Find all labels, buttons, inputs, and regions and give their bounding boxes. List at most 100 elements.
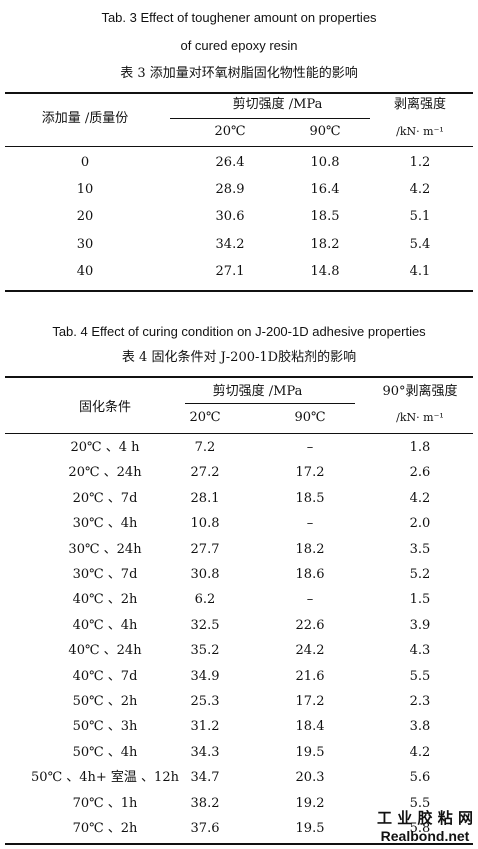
- cell: 5.8: [409, 821, 431, 836]
- cell: 27.2: [190, 465, 220, 481]
- header: /kN· m⁻¹: [396, 411, 444, 424]
- rule: [5, 843, 473, 845]
- cell: 19.5: [295, 821, 325, 836]
- cell: 2.6: [409, 465, 431, 481]
- header: 剪切强度 /MPa: [232, 97, 323, 112]
- cell: 3.8: [409, 719, 431, 735]
- cell: 5.4: [409, 236, 431, 252]
- cell: 17.2: [295, 694, 325, 709]
- cell: 30: [76, 236, 94, 252]
- cell: 4.2: [409, 490, 431, 506]
- cell: 34.7: [190, 770, 220, 786]
- watermark-cn: 工 业 胶 粘 网: [377, 809, 473, 827]
- cell: 27.1: [215, 263, 245, 279]
- cell: 40℃ 、7d: [72, 668, 138, 684]
- cell: 0: [80, 155, 90, 170]
- cell: 21.6: [295, 668, 325, 684]
- cell: 10.8: [190, 516, 220, 532]
- cell: 34.9: [190, 668, 220, 684]
- cell: 22.6: [295, 617, 325, 633]
- header: 添加量 /质量份: [41, 111, 129, 126]
- cell: 30℃ 、4h: [72, 516, 138, 532]
- caption-en: Tab. 4 Effect of curing condition on J-2…: [52, 324, 426, 339]
- cell: 50℃ 、4h: [72, 744, 138, 760]
- cell: 50℃ 、3h: [72, 719, 138, 735]
- cell: 19.5: [295, 744, 325, 760]
- cell: 34.2: [215, 236, 245, 252]
- cell: 30℃ 、24h: [68, 541, 142, 557]
- cell: 5.5: [409, 668, 431, 684]
- header: 固化条件: [78, 400, 132, 415]
- header: 90℃: [294, 410, 326, 425]
- header: /kN· m⁻¹: [396, 125, 444, 138]
- cell: 26.4: [215, 155, 245, 170]
- cell: 10.8: [310, 155, 340, 170]
- cell: 3.9: [409, 617, 431, 633]
- cell: 50℃ 、2h: [72, 694, 138, 709]
- cell: 1.8: [409, 440, 431, 455]
- cell: 5.1: [409, 209, 431, 225]
- cell: 7.2: [194, 440, 216, 455]
- cell: 16.4: [310, 182, 340, 198]
- cell: 1.5: [409, 592, 431, 608]
- cell: –: [306, 440, 314, 455]
- cell: 32.5: [190, 617, 220, 633]
- cell: 31.2: [190, 719, 220, 735]
- caption-cn: 表 3 添加量对环氧树脂固化物性能的影响: [120, 66, 358, 81]
- cell: 2.3: [409, 694, 431, 709]
- cell: 35.2: [190, 643, 220, 659]
- cell: 5.2: [409, 567, 431, 582]
- cell: 6.2: [194, 592, 216, 608]
- rule: [5, 433, 473, 434]
- cell: 18.6: [295, 567, 325, 582]
- cell: 10: [76, 182, 94, 198]
- cell: 18.5: [310, 209, 340, 225]
- cell: 40℃ 、4h: [72, 617, 138, 633]
- cell: 37.6: [190, 821, 220, 836]
- header: 20℃: [189, 410, 221, 425]
- watermark-en: Realbond.net: [380, 828, 470, 844]
- cell: 4.2: [409, 744, 431, 760]
- cell: 3.5: [409, 541, 431, 557]
- rule: [5, 376, 473, 378]
- header: 90℃: [309, 124, 341, 139]
- rule: [5, 290, 473, 292]
- cell: 24.2: [295, 643, 325, 659]
- cell: 40℃ 、24h: [68, 643, 142, 659]
- header: 剥离强度: [393, 97, 447, 112]
- cell: 30.8: [190, 567, 220, 582]
- rule: [5, 92, 473, 94]
- cell: 17.2: [295, 465, 325, 481]
- rule: [185, 403, 355, 404]
- header: 20℃: [214, 124, 246, 139]
- cell: 1.2: [409, 155, 431, 170]
- cell: 30℃ 、7d: [72, 567, 138, 582]
- cell: –: [306, 592, 314, 608]
- cell: 28.9: [215, 182, 245, 198]
- cell: 5.6: [409, 770, 431, 786]
- caption-en: Tab. 3 Effect of toughener amount on pro…: [101, 10, 377, 25]
- cell: 2.0: [409, 516, 431, 532]
- cell: 20℃ 、7d: [72, 490, 138, 506]
- cell: 20℃ 、24h: [68, 465, 142, 481]
- cell: –: [306, 516, 314, 532]
- cell: 18.5: [295, 490, 325, 506]
- cell: 4.3: [409, 643, 431, 659]
- cell: 18.4: [295, 719, 325, 735]
- cell: 34.3: [190, 744, 220, 760]
- cell: 20: [76, 209, 94, 225]
- rule: [170, 118, 370, 119]
- cell: 5.5: [409, 795, 431, 811]
- cell: 25.3: [190, 694, 220, 709]
- cell: 70℃ 、1h: [72, 795, 138, 811]
- cell: 30.6: [215, 209, 245, 225]
- caption-cn: 表 4 固化条件对 J-200-1D胶粘剂的影响: [121, 350, 357, 365]
- cell: 4.1: [409, 263, 431, 279]
- cell: 40: [76, 263, 94, 279]
- cell: 14.8: [310, 263, 340, 279]
- cell: 4.2: [409, 182, 431, 198]
- cell: 20.3: [295, 770, 325, 786]
- cell: 38.2: [190, 795, 220, 811]
- cell: 50℃ 、4h+ 室温 、12h: [31, 770, 179, 786]
- cell: 18.2: [310, 236, 340, 252]
